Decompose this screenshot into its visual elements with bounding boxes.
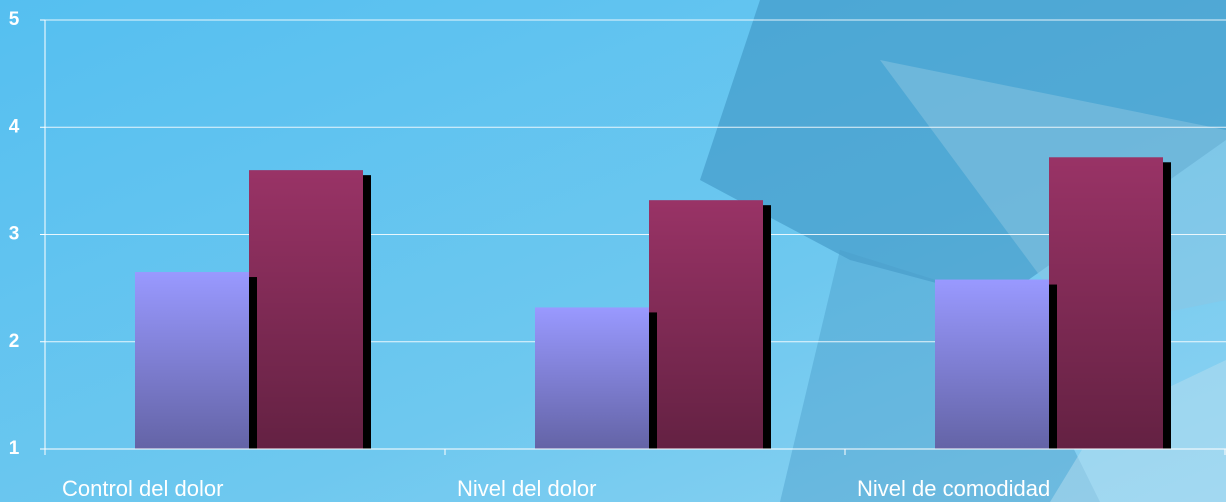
y-tick-label: 1 [9, 438, 20, 459]
bar-shading [935, 279, 1049, 449]
y-tick-label: 5 [9, 9, 20, 30]
plot-area [40, 19, 1226, 455]
x-tick-label: Nivel de comodidad [857, 476, 1050, 501]
bar-shading [135, 272, 249, 449]
bar-shading [649, 200, 763, 449]
bar-shading [1049, 157, 1163, 449]
bar-shading [249, 170, 363, 449]
y-tick-label: 2 [9, 331, 20, 352]
y-tick-label: 3 [9, 224, 20, 245]
bar-shading [535, 307, 649, 449]
x-tick-label: Control del dolor [62, 476, 223, 501]
x-tick-label: Nivel del dolor [457, 476, 596, 501]
y-tick-label: 4 [9, 116, 20, 137]
